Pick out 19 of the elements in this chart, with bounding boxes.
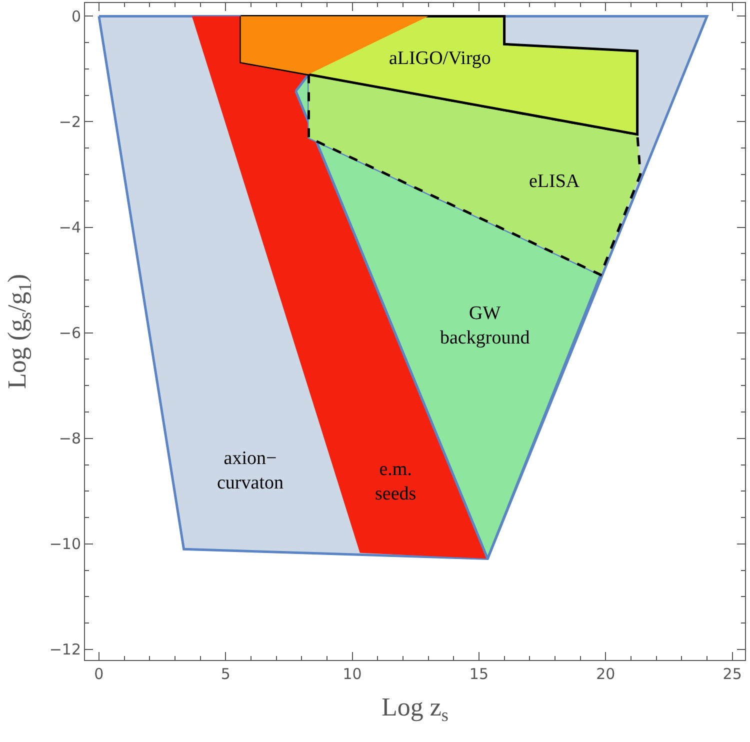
x-tick-label: 5 [220,665,230,683]
series-label: eLISA [529,171,580,192]
y-tick-label: −10 [49,535,81,554]
x-tick-label: 25 [722,665,742,683]
x-tick-label: 10 [342,665,362,683]
y-tick-label: −4 [58,218,81,237]
y-tick-label: −6 [58,324,81,342]
series-label: e.m. seeds [375,459,416,505]
x-tick-label: 20 [596,665,616,683]
series-label: aLIGO/Virgo [389,48,491,69]
y-tick-label: 0 [71,7,81,26]
x-tick-label: 0 [94,665,104,683]
y-tick-label: −12 [49,640,81,659]
series-label: GW background [440,303,530,349]
x-tick-label: 15 [469,665,489,683]
series-label: axion− curvaton [217,448,284,494]
x-axis-title: Log z$_{s}$ [382,692,448,726]
y-tick-label: −2 [58,112,81,131]
y-tick-label: −8 [58,430,81,448]
